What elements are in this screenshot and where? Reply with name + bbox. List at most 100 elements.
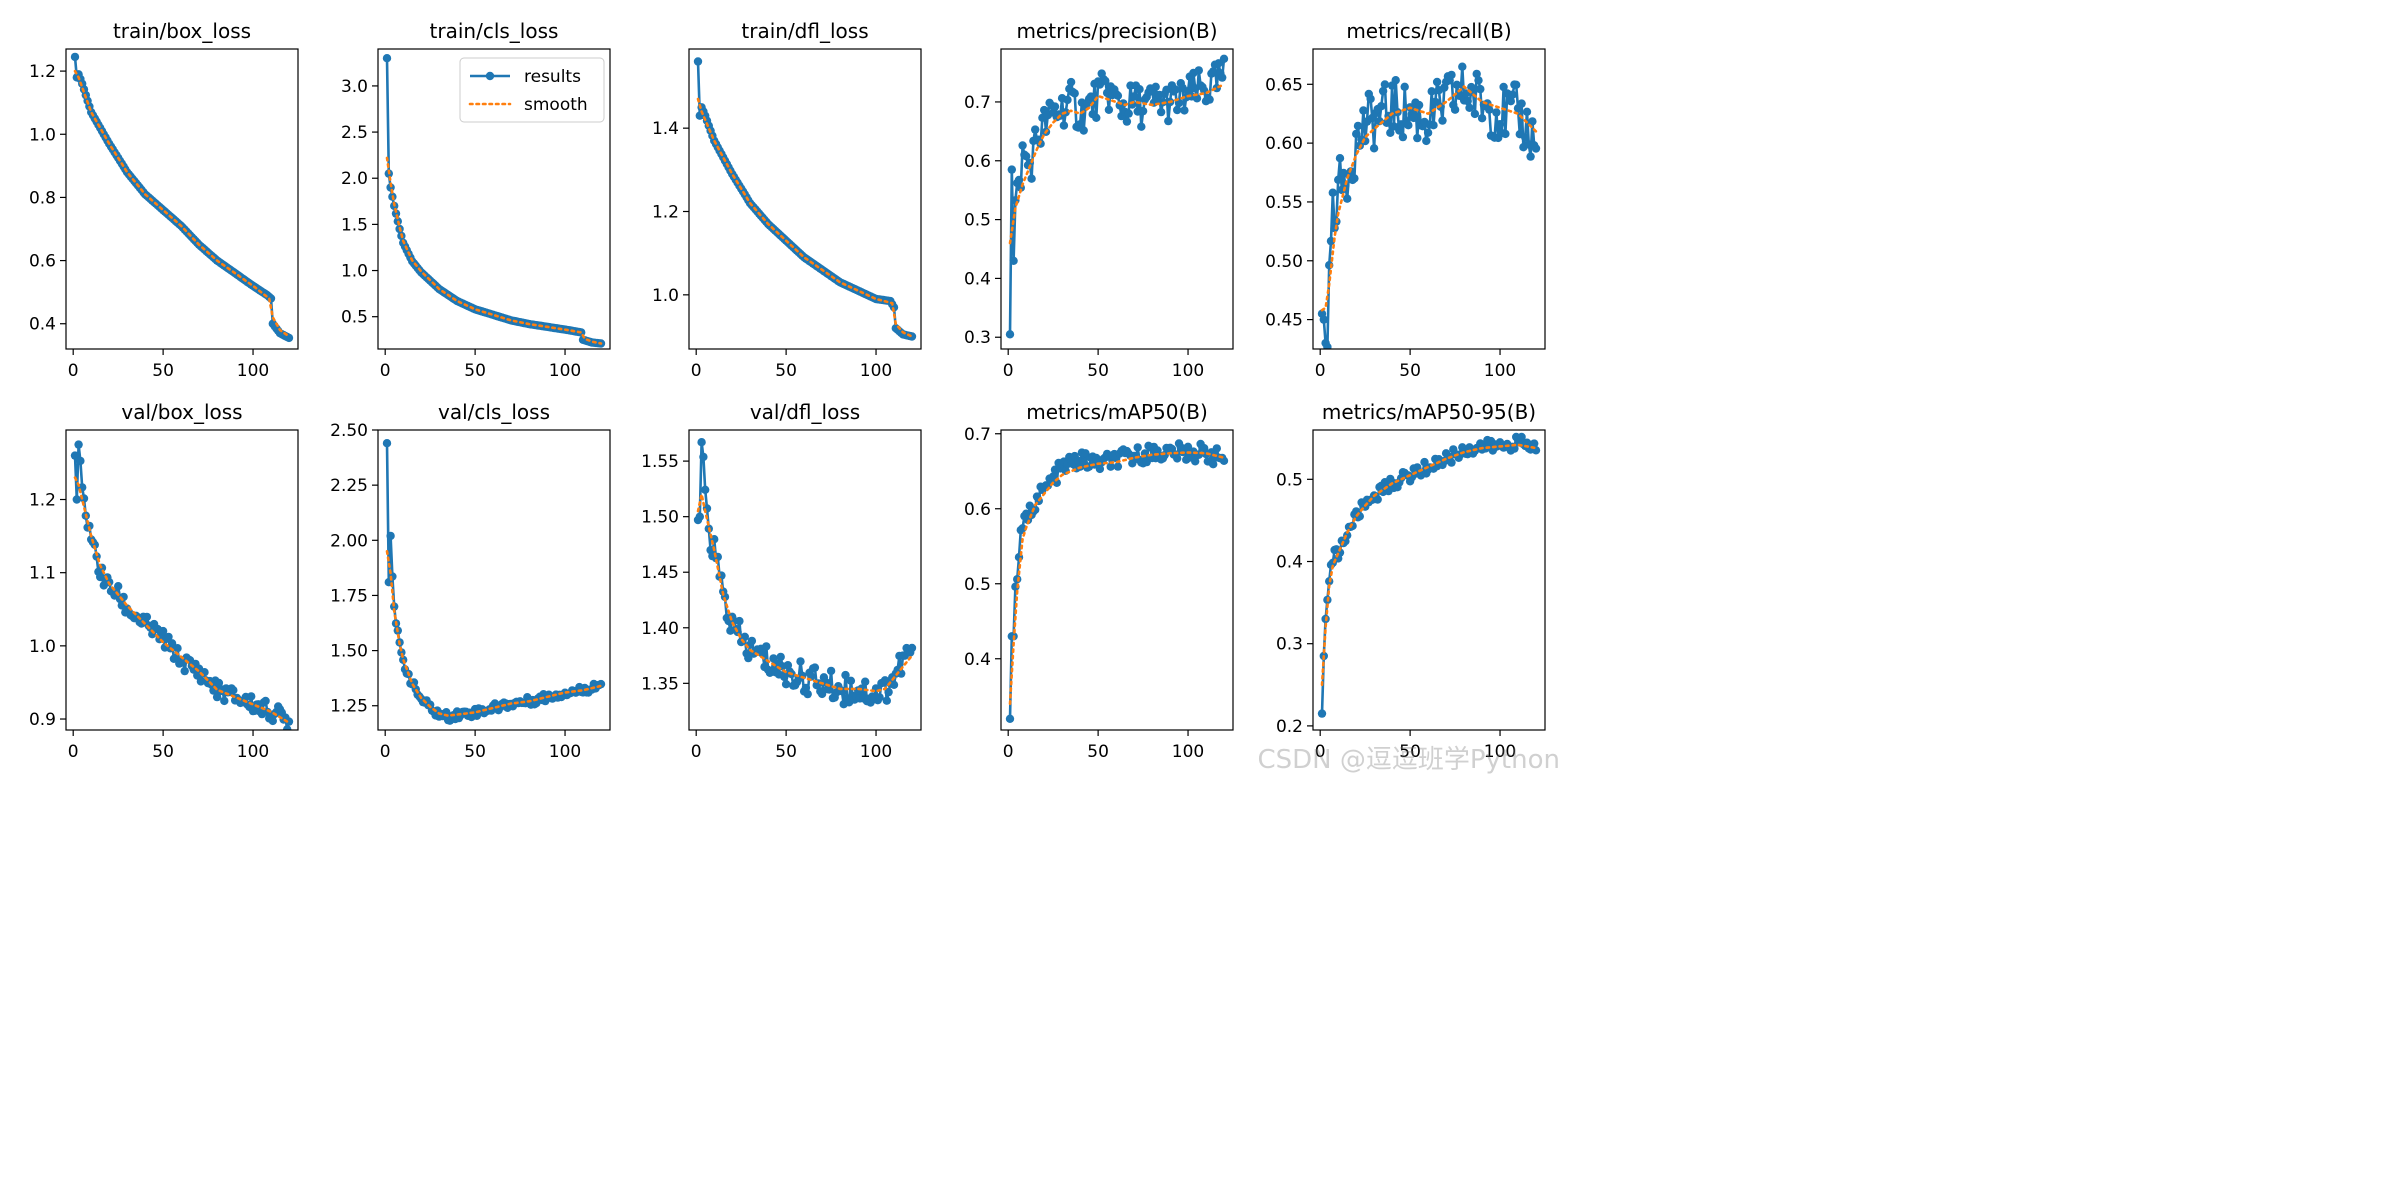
y-tick-label: 3.0 — [341, 77, 368, 97]
chart-panel-9: metrics/mAP50-95(B) 0 50 100 0.2 0.3 0.4 0.5 — [1276, 400, 1546, 762]
y-tick-label: 1.0 — [29, 637, 56, 657]
y-tick-label: 0.6 — [964, 500, 991, 520]
y-tick-label: 1.2 — [29, 491, 56, 511]
results-point — [1066, 77, 1076, 87]
plot-area — [693, 57, 917, 341]
results-point — [397, 648, 406, 657]
results-point — [1450, 105, 1460, 114]
results-point — [1369, 144, 1379, 153]
results-point — [1353, 121, 1363, 131]
y-tick-label: 2.0 — [341, 169, 368, 189]
results-point — [889, 680, 899, 689]
chart-panel-1: train/cls_loss 0 50 100 0.5 1.0 1.5 2.0 2.5 3.0 re… — [341, 19, 611, 381]
results-point — [1059, 121, 1069, 130]
results-point — [1531, 144, 1541, 153]
y-tick-label: 1.25 — [330, 697, 368, 717]
results-point — [1521, 133, 1530, 142]
y-tick-label: 0.65 — [1265, 75, 1303, 95]
x-tick-label: 0 — [1315, 742, 1326, 762]
results-point — [882, 696, 891, 705]
results-point — [1209, 67, 1218, 76]
results-line — [696, 440, 914, 706]
x-tick-label: 100 — [1484, 742, 1516, 762]
results-point — [1005, 714, 1015, 723]
results-point — [70, 451, 80, 460]
results-point — [1205, 95, 1214, 104]
legend: results smooth — [459, 57, 605, 123]
results-point — [1432, 77, 1442, 87]
legend-smooth-label: smooth — [524, 95, 588, 115]
results-point — [1427, 87, 1436, 96]
results-point — [1138, 106, 1148, 116]
x-tick-label: 50 — [152, 361, 174, 381]
y-tick-label: 1.50 — [330, 642, 368, 662]
y-tick-label: 1.1 — [29, 564, 56, 584]
x-tick-label: 100 — [549, 742, 581, 762]
y-tick-label: 0.6 — [29, 252, 56, 272]
smooth-line — [696, 494, 914, 693]
results-line — [73, 56, 290, 340]
results-point — [826, 666, 836, 676]
results-point — [798, 671, 807, 680]
results-point — [1508, 90, 1517, 99]
plot-area — [382, 439, 606, 725]
results-point — [1526, 152, 1535, 161]
results-point — [76, 456, 85, 466]
x-tick-label: 0 — [68, 742, 79, 762]
smooth-line — [1008, 451, 1226, 706]
x-tick-label: 50 — [1399, 361, 1421, 381]
results-point — [1049, 472, 1058, 481]
y-tick-label: 0.9 — [29, 710, 56, 730]
panel-title: val/dfl_loss — [750, 400, 860, 424]
y-tick-label: 0.7 — [964, 425, 991, 445]
y-tick-label: 1.2 — [29, 62, 56, 82]
x-tick-label: 100 — [1172, 361, 1204, 381]
results-point — [1517, 99, 1526, 108]
results-point — [1095, 464, 1105, 474]
y-tick-label: 0.2 — [1276, 717, 1303, 737]
x-tick-label: 100 — [860, 361, 892, 381]
results-point — [1129, 92, 1139, 101]
results-point — [1447, 70, 1456, 80]
results-point — [1452, 80, 1462, 90]
results-point — [1470, 109, 1480, 119]
results-point — [1377, 102, 1386, 111]
results-point — [1400, 82, 1409, 92]
chart-panel-6: val/cls_loss 0 50 100 1.25 1.50 1.75 2.00 2.25 2.… — [330, 400, 611, 762]
plot-area — [693, 438, 917, 709]
results-point — [284, 717, 294, 726]
results-point — [1350, 174, 1359, 183]
results-point — [1218, 73, 1227, 82]
y-tick-label: 0.3 — [964, 328, 991, 348]
results-point — [173, 644, 182, 653]
panel-title: metrics/mAP50-95(B) — [1322, 400, 1536, 424]
results-point — [1021, 152, 1031, 161]
axes-frame — [688, 48, 922, 350]
chart-panel-3: metrics/precision(B) 0 50 100 0.3 0.4 0.5 0.6 0.… — [964, 19, 1234, 381]
results-point — [1499, 82, 1508, 92]
results-point — [1343, 194, 1352, 203]
results-point — [747, 636, 757, 646]
panel-title: metrics/recall(B) — [1346, 19, 1511, 43]
plot-area — [70, 52, 294, 343]
results-point — [1512, 80, 1521, 90]
axes-frame — [1000, 48, 1234, 350]
results-point — [1180, 106, 1189, 115]
axes-frame — [1000, 429, 1234, 731]
axes-frame — [1312, 48, 1546, 350]
results-point — [1422, 136, 1431, 146]
results-point — [841, 670, 850, 680]
plot-area — [1005, 439, 1229, 723]
results-point — [1359, 106, 1368, 115]
y-tick-label: 0.5 — [341, 308, 368, 328]
results-point — [220, 696, 229, 706]
y-tick-label: 0.6 — [964, 152, 991, 172]
chart-panel-7: val/dfl_loss 0 50 100 1.35 1.40 1.45 1.50 1.55 — [641, 400, 922, 762]
results-point — [776, 652, 785, 662]
results-point — [1007, 165, 1016, 174]
y-tick-label: 1.2 — [652, 203, 679, 223]
results-point — [781, 680, 791, 689]
results-point — [167, 639, 177, 648]
results-line — [696, 61, 913, 338]
x-tick-label: 100 — [237, 361, 269, 381]
